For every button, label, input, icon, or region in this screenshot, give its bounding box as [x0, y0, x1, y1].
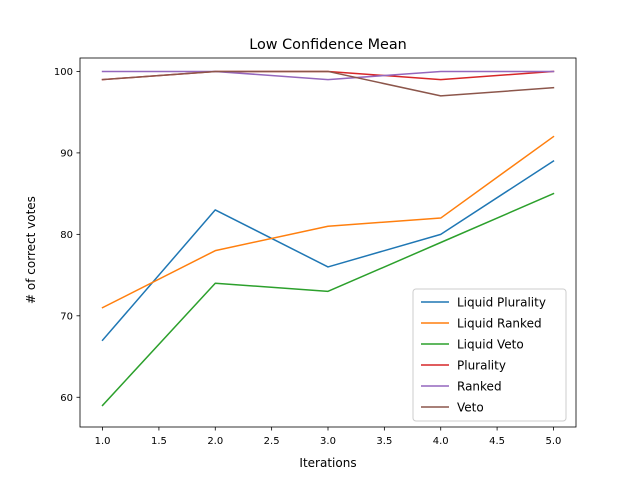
legend-label-2: Liquid Veto	[457, 337, 524, 351]
x-tick-label: 4.5	[489, 436, 505, 447]
x-tick-label: 1.0	[95, 436, 111, 447]
x-tick-label: 4.0	[433, 436, 449, 447]
x-tick-label: 1.5	[151, 436, 167, 447]
y-tick-label: 90	[60, 148, 73, 159]
legend: Liquid Plurality Liquid Ranked Liquid Veto…	[412, 288, 567, 422]
chart-title: Low Confidence Mean	[249, 37, 407, 53]
legend-label-1: Liquid Ranked	[457, 316, 542, 330]
plot-area: 1.0 1.5 2.0 2.5 3.0 3.5 4.0 4.5 5.0 60 70 80 90 100	[54, 57, 577, 447]
y-axis-label: # of correct votes	[24, 196, 38, 304]
legend-label-4: Ranked	[457, 379, 502, 393]
legend-label-0: Liquid Plurality	[457, 295, 546, 309]
y-tick-label: 80	[60, 230, 73, 241]
x-tick-label: 3.5	[376, 436, 392, 447]
y-tick-label: 70	[60, 311, 73, 322]
x-tick-label: 5.0	[546, 436, 562, 447]
x-axis-label: Iterations	[299, 456, 356, 470]
legend-label-3: Plurality	[457, 358, 506, 372]
y-tick-label: 60	[60, 393, 73, 404]
legend-label-5: Veto	[457, 400, 484, 414]
series-line-5	[101, 70, 555, 97]
y-tick-label: 100	[54, 67, 73, 78]
x-tick-label: 2.0	[207, 436, 223, 447]
x-tick-label: 3.0	[320, 436, 336, 447]
legend-box	[412, 288, 567, 422]
series-line-4	[101, 70, 555, 81]
series-line-2	[101, 192, 555, 407]
series-line-0	[101, 160, 555, 342]
x-tick-label: 2.5	[264, 436, 280, 447]
series-line-1	[101, 135, 555, 309]
